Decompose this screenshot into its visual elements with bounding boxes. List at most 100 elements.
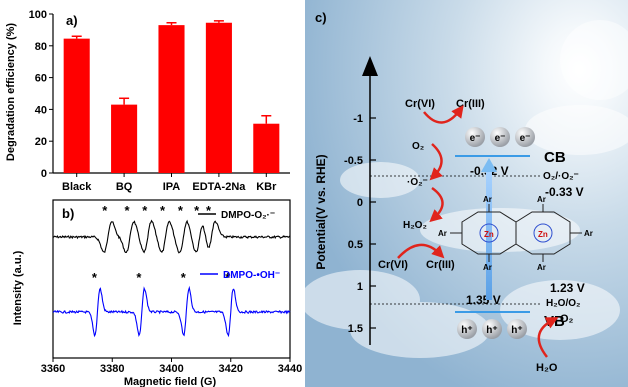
c-ytick-label: 0.5 <box>348 239 363 251</box>
hole-label: h⁺ <box>511 325 522 336</box>
h2o2-species: H₂O₂ <box>403 220 427 231</box>
electron-group: e⁻ e⁻ e⁻ <box>465 127 535 147</box>
panel-a: a) Degradation efficiency (%) 0 20 40 60 80 1… <box>5 9 290 193</box>
hole-ball <box>457 319 477 339</box>
o2-couple-label: O₂/·O₂⁻ <box>543 171 579 182</box>
b-xtick-label: 3400 <box>159 363 183 375</box>
c-ytick-label: 1.5 <box>348 323 363 335</box>
panel-b-xlabel: Magnetic field (G) <box>124 376 217 387</box>
panel-c-label: c) <box>315 10 327 25</box>
hole-ball <box>482 319 502 339</box>
b-spectrum-line <box>52 285 291 338</box>
panel-b: b) Intensity (a.u.) Magnetic field (G) *… <box>12 199 302 387</box>
ar-label: Ar <box>438 229 447 238</box>
panel-b-spectra: * * * * * * * * * * * <box>52 203 291 338</box>
o2-product: O₂ <box>560 313 574 325</box>
porphyrin-ring-right <box>515 211 571 255</box>
water-oxidation-arrow <box>537 317 559 358</box>
panel-a-label: a) <box>66 13 78 28</box>
b-peak-marker: * <box>194 203 200 218</box>
a-ytick-label: 60 <box>35 73 47 85</box>
zn-label-left: Zn <box>484 230 494 239</box>
panel-b-axes <box>52 199 291 362</box>
a-bar <box>111 104 138 173</box>
c-ytick-label: 0 <box>357 197 363 209</box>
electron-label: e⁻ <box>470 133 481 144</box>
cr-reduction-arrow-mid <box>397 243 445 259</box>
excitation-arrow-shaft <box>486 168 492 300</box>
b-peak-marker: * <box>178 203 184 218</box>
ar-label: Ar <box>483 195 492 204</box>
ar-label: Ar <box>483 263 492 272</box>
cb-label: CB <box>544 149 566 166</box>
vb-potential: 1.35 V <box>466 293 501 307</box>
b-peak-marker: * <box>225 270 231 285</box>
a-ytick-label: 20 <box>35 136 47 148</box>
b-xtick-label: 3360 <box>41 363 65 375</box>
hole-label: h⁺ <box>461 325 472 336</box>
b-peak-marker: * <box>142 203 148 218</box>
panel-b-tick-labels: 3360 3380 3400 3420 3440 <box>41 363 302 375</box>
h2o-couple-potential: 1.23 V <box>550 281 585 295</box>
electron-label: e⁻ <box>495 133 506 144</box>
c-ytick-label: -1 <box>353 113 363 125</box>
electron-ball <box>490 127 510 147</box>
panel-b-ylabel: Intensity (a.u.) <box>12 250 24 325</box>
b-peak-marker: * <box>124 203 130 218</box>
o2-reduction-arrow <box>429 143 443 181</box>
cloud-decoration <box>300 20 628 358</box>
panel-c-ticks: -1 -0.5 0 0.5 1 1.5 <box>344 113 376 335</box>
b-peak-marker: * <box>136 270 142 285</box>
b-xtick-label: 3380 <box>100 363 124 375</box>
b-peak-marker: * <box>160 203 166 218</box>
b-peak-marker: * <box>102 203 108 218</box>
zn-porphyrin-dimer-structure <box>450 204 582 262</box>
a-bar <box>205 22 232 174</box>
b-peak-marker: * <box>181 270 187 285</box>
panel-b-label: b) <box>62 206 74 221</box>
hole-group: h⁺ h⁺ h⁺ <box>457 319 527 339</box>
a-ytick-label: 40 <box>35 104 47 116</box>
a-xtick-label: KBr <box>256 181 277 193</box>
panel-c-yaxis-arrow <box>362 56 378 76</box>
a-xtick-label: Black <box>62 181 92 193</box>
a-xtick-label: IPA <box>163 181 181 193</box>
ar-label: Ar <box>537 195 546 204</box>
c-ytick-label: 1 <box>357 281 363 293</box>
hole-label: h⁺ <box>486 325 497 336</box>
a-bar <box>63 38 90 173</box>
panel-c-ylabel: Potential(V vs. RHE) <box>314 154 328 269</box>
cr3-top: Cr(III) <box>456 98 485 110</box>
a-ytick-label: 0 <box>41 168 47 180</box>
a-ytick-label: 80 <box>35 41 47 53</box>
o2-species: O₂ <box>412 141 424 152</box>
panel-a-ylabel: Degradation efficiency (%) <box>5 23 17 161</box>
a-xtick-label: BQ <box>116 181 133 193</box>
a-bar <box>158 25 185 173</box>
legend-label-superoxide: DMPO-O₂·⁻ <box>221 210 275 221</box>
a-bar <box>253 123 280 173</box>
b-peak-marker: * <box>206 203 212 218</box>
legend-label-hydroxyl: DMPO-•OH⁻ <box>223 270 280 281</box>
c-ytick-label: -0.5 <box>344 155 363 167</box>
excitation-arrow-head <box>481 158 497 172</box>
panel-c: c) Potential(V vs. RHE) -1 -0.5 0 0.5 1 1.5 C… <box>300 0 628 387</box>
superoxide-species: ·O₂⁻ <box>407 177 428 188</box>
a-ytick-label: 100 <box>29 9 47 21</box>
h2o-species: H₂O <box>536 362 558 374</box>
a-xtick-label: EDTA-2Na <box>192 181 246 193</box>
b-peak-marker: * <box>92 270 98 285</box>
cr6-top: Cr(VI) <box>405 98 435 110</box>
o2-couple-potential: -0.33 V <box>545 185 584 199</box>
porphyrin-core-left <box>479 223 499 243</box>
superoxide-arrow <box>429 186 444 223</box>
b-xtick-label: 3420 <box>219 363 243 375</box>
b-xtick-label: 3440 <box>278 363 302 375</box>
ar-label: Ar <box>537 263 546 272</box>
panel-b-legend: DMPO-O₂·⁻ DMPO-•OH⁻ <box>198 210 280 281</box>
electron-ball <box>465 127 485 147</box>
panel-a-tick-labels: 0 20 40 60 80 100 Black BQ IPA EDTA-2Na KBr <box>29 9 277 193</box>
h2o-couple-label: H₂O/O₂ <box>546 298 580 309</box>
panel-a-bars <box>63 20 280 174</box>
cr6-mid: Cr(VI) <box>378 259 408 271</box>
